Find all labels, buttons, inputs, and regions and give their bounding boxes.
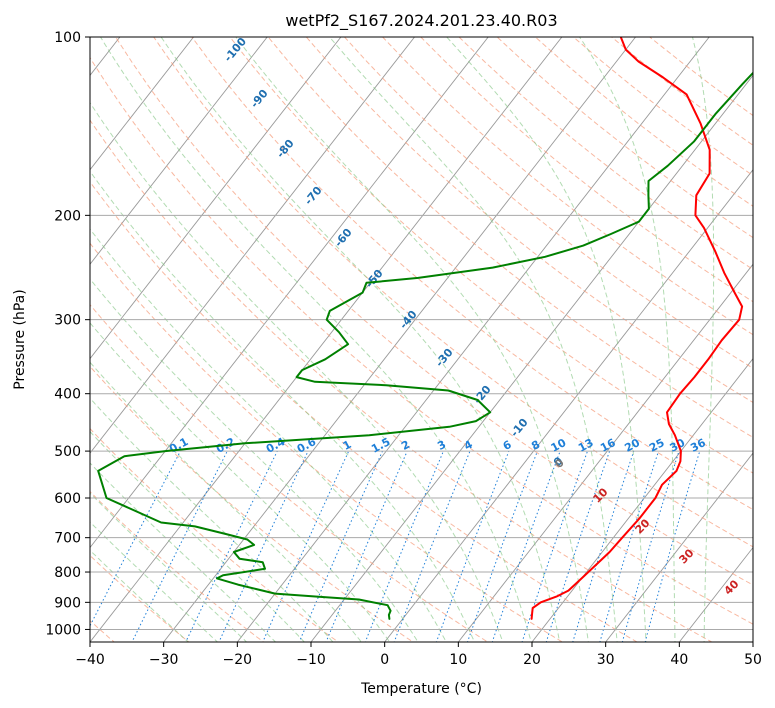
mixing-ratio-label: 30 — [668, 436, 688, 455]
y-tick-label: 800 — [54, 565, 81, 581]
moist-adiabat-line — [90, 462, 277, 642]
y-tick-label: 500 — [54, 444, 81, 460]
y-tick-label: 400 — [54, 387, 81, 403]
isotherm-line — [90, 37, 489, 549]
moist-adiabat-line — [90, 521, 219, 642]
isotherm-line — [605, 452, 753, 642]
moist-adiabat-line — [90, 430, 305, 642]
moist-adiabat-line — [90, 170, 476, 642]
isotherm-line — [236, 37, 710, 642]
x-tick-label: 20 — [523, 652, 541, 668]
x-tick-label: 0 — [380, 652, 389, 668]
x-tick-label: −10 — [296, 652, 326, 668]
dewpoint-profile-line — [97, 71, 753, 620]
moist-adiabat-line — [90, 322, 391, 642]
y-tick-label: 900 — [54, 595, 81, 611]
isotherm-line — [90, 37, 194, 171]
x-tick-label: −30 — [149, 652, 179, 668]
moist-adiabat-line — [90, 492, 248, 642]
y-tick-label: 300 — [54, 313, 81, 329]
moist-adiabat-line — [100, 37, 532, 642]
moist-adiabat-line — [90, 361, 362, 642]
mixing-ratio-label: 10 — [549, 436, 569, 455]
dry-adiabat-line — [344, 37, 753, 369]
x-axis-ticks: −40 −30 −20 −10 0 10 20 30 40 50 — [75, 642, 762, 668]
y-tick-label: 700 — [54, 531, 81, 547]
x-tick-label: 10 — [449, 652, 467, 668]
y-tick-label: 600 — [54, 491, 81, 507]
x-tick-label: 30 — [597, 652, 615, 668]
isotherm-line — [457, 263, 753, 642]
y-tick-label: 100 — [54, 30, 81, 46]
x-tick-label: −40 — [75, 652, 105, 668]
dry-adiabat-line — [90, 56, 753, 625]
x-tick-label: 50 — [744, 652, 762, 668]
y-tick-label: 200 — [54, 208, 81, 224]
moist-adiabat-line — [329, 37, 618, 642]
moist-adiabat-line — [235, 37, 589, 642]
x-axis-label: Temperature (°C) — [360, 681, 482, 697]
chart-title: wetPf2_S167.2024.201.23.40.R03 — [285, 11, 557, 31]
dry-adiabat-line — [90, 554, 190, 642]
isotherm-line — [163, 37, 636, 642]
mixing-ratio-label: 13 — [576, 436, 596, 455]
plot-frame — [89, 36, 754, 643]
moist-adiabat-line — [90, 397, 334, 642]
isotherm-line — [90, 37, 415, 454]
mixing-ratio-label: 20 — [622, 436, 642, 455]
isotherm-line — [384, 169, 753, 642]
y-axis-label: Pressure (hPa) — [12, 289, 28, 389]
mixing-ratio-label: 25 — [647, 436, 667, 455]
dry-adiabat-line — [229, 37, 753, 474]
isotherm-line — [90, 37, 342, 360]
temperature-profile-line — [530, 37, 744, 620]
moist-adiabat-line — [90, 278, 419, 642]
mixing-ratio-label: 36 — [688, 436, 708, 455]
dry-adiabat-line — [382, 37, 753, 336]
moist-adiabat-line — [90, 101, 504, 642]
isotherm-line — [531, 357, 753, 642]
x-tick-label: −20 — [223, 652, 253, 668]
sounding-profiles — [97, 37, 753, 620]
moist-adiabat-line — [90, 549, 189, 642]
mixing-ratio-label: 16 — [598, 436, 618, 455]
y-tick-label: 1000 — [45, 622, 81, 638]
dry-adiabat-line — [267, 37, 753, 438]
isotherm-line — [90, 37, 268, 265]
dry-adiabat-line — [90, 242, 564, 642]
y-axis-ticks: 100 200 300 400 500 600 700 800 900 1000 — [45, 30, 90, 638]
x-tick-label: 40 — [670, 652, 688, 668]
